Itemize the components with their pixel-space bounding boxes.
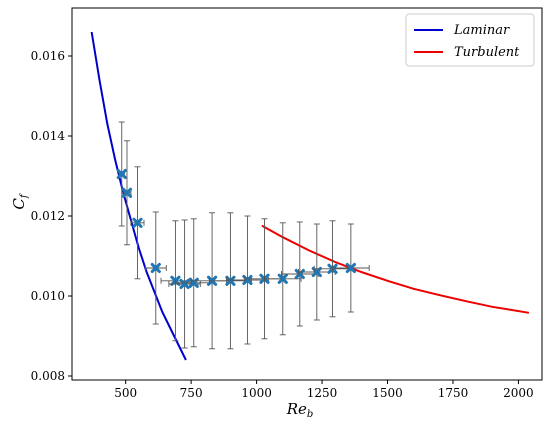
legend-label-laminar: Laminar [453,23,510,38]
series-line-turbulent [261,224,530,314]
x-tick-label: 1750 [438,386,469,400]
x-tick-label: 750 [180,386,203,400]
data-point [116,121,127,227]
y-tick-label: 0.012 [31,209,65,223]
data-point [332,223,370,313]
data-point [209,212,252,350]
plot-area [90,31,530,361]
x-marker-icon [116,168,127,180]
data-point [121,140,133,246]
y-tick-label: 0.014 [31,129,66,143]
x-marker-icon [345,262,356,274]
data-point [264,222,302,336]
legend: Laminar Turbulent [405,13,535,67]
y-tick-label: 0.008 [31,369,65,383]
data-point [144,211,167,325]
x-tick-label: 500 [114,386,137,400]
x-marker-icon [277,273,288,284]
x-axis-label: Reb [286,400,314,420]
y-tick-label: 0.016 [31,49,65,63]
x-tick-label: 1500 [372,386,403,400]
y-tick-label: 0.010 [31,289,65,303]
series-line-laminar [90,31,187,361]
x-axis: 500 750 1000 1250 1500 1750 2000 [114,380,534,400]
data-point [281,221,319,327]
data-point [130,166,145,280]
data-point [174,218,213,348]
plot-frame [71,7,543,381]
y-axis-label: Cf [10,192,30,209]
x-marker-icon [225,275,236,286]
x-marker-icon [179,278,190,290]
x-tick-label: 1000 [241,386,272,400]
x-tick-label: 1250 [307,386,338,400]
y-axis: 0.008 0.010 0.012 0.014 0.016 [31,49,72,383]
x-marker-icon [121,187,133,198]
x-tick-label: 2000 [503,386,534,400]
data-point [168,219,201,349]
x-marker-icon [132,217,143,228]
legend-label-turbulent: Turbulent [454,45,520,60]
x-marker-icon [150,262,161,274]
